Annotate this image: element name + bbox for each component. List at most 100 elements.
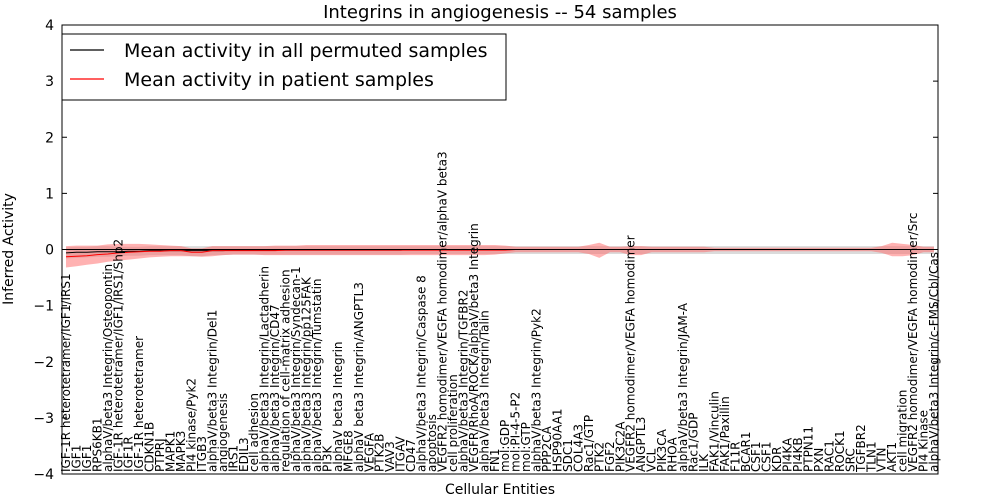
x-tick-label: alphaV beta3 Integrin/ANGPTL3 <box>352 282 366 472</box>
y-tick-label: 3 <box>45 74 54 90</box>
x-tick-label: FAK1/Vinculin <box>707 391 721 472</box>
x-tick-label: TGFBR2 <box>854 424 868 473</box>
x-tick-label: KDR <box>770 447 784 472</box>
x-tick-label: COL4A3 <box>571 424 585 472</box>
x-tick-label: apoptosis <box>425 414 439 472</box>
x-tick-label: PI4KA <box>781 437 795 472</box>
x-tick-label: PI4KB <box>791 437 805 472</box>
x-tick-label: alphaV/beta3 Integrin/Tumstatin <box>310 278 324 472</box>
x-tick-label: cell adhesion <box>247 393 261 472</box>
x-tick-label: VEGFR/RhoA/ROCK/alphaV/beta3 Integrin <box>467 223 481 472</box>
x-tick-labels: IGF-1R heterotetramer/IGF1/IRS1IGF1IGF1R… <box>59 151 941 473</box>
x-tick-label: AKT1 <box>885 442 899 472</box>
x-tick-label: VTN <box>875 447 889 472</box>
x-tick-label: SDC1 <box>561 439 575 472</box>
x-tick-label: MFGE8 <box>341 430 355 472</box>
x-tick-label: IRS1 <box>226 445 240 472</box>
x-tick-label: SRC <box>843 448 857 472</box>
x-tick-label: alphaV/beta3 Integrin/Lactadherin <box>258 266 272 472</box>
x-tick-label: CSF1 <box>749 441 763 472</box>
x-tick-label: MAPK3 <box>174 431 188 472</box>
x-tick-label: alphaV beta3 Integrin <box>331 341 345 472</box>
x-tick-label: IGF1 <box>70 445 84 472</box>
x-tick-label: RHOA <box>666 436 680 472</box>
x-tick-label: F11R <box>728 441 742 472</box>
x-tick-label: VEGFR2 homodimer/VEGFA homodimer/Src <box>906 212 920 472</box>
y-axis: −4 −3 −2 −1 0 1 2 3 4 <box>33 18 938 483</box>
x-tick-label: PTPN11 <box>802 426 816 472</box>
x-tick-label: IGF-1R heterotetramer/IGF1/IRS1 <box>59 273 73 472</box>
x-tick-label: FN1 <box>488 449 502 473</box>
x-tick-label: CD47 <box>404 439 418 472</box>
x-tick-label: ITGAV <box>394 435 408 472</box>
x-tick-label: IGF1R <box>122 436 136 472</box>
x-tick-label: cell migration <box>896 390 910 472</box>
chart-title: Integrins in angiogenesis -- 54 samples <box>323 2 677 23</box>
x-tick-label: FGF2 <box>603 441 617 472</box>
x-tick-label: PIK3CA <box>655 428 669 472</box>
y-tick-label: −3 <box>33 411 54 427</box>
y-tick-label: 1 <box>45 186 54 202</box>
x-tick-label: PTK2 <box>592 442 606 472</box>
x-tick-label: ROCK1 <box>833 430 847 472</box>
x-tick-label: IGF-1R heterotetramer/IGF1/IRS1/Shp2 <box>111 239 125 472</box>
x-tick-label: alphaV/beta3 Integrin/Syndecan-1 <box>289 266 303 472</box>
x-tick-label: PTPRJ <box>153 438 167 472</box>
x-tick-label: alphaV/beta3 Integrin/Del1 <box>205 310 219 472</box>
x-tick-label: alphaV/beta3 Integrin/CD47 <box>268 304 282 472</box>
y-tick-label: −2 <box>33 355 54 371</box>
x-tick-label: RPS6KB1 <box>90 417 104 472</box>
x-tick-label: HSP90AA1 <box>551 408 565 472</box>
x-tick-label: VEGFR2 homodimer/VEGFA homodimer <box>624 235 638 472</box>
x-tick-label: mol:GTP <box>519 422 533 472</box>
x-tick-label: Rac1/GDP <box>687 413 701 472</box>
x-tick-label: PXN <box>812 448 826 472</box>
x-tick-label: PI4 kinase/Pyk2 <box>185 378 199 472</box>
x-tick-label: VEGFR2 homodimer/VEGFA homodimer/alphaV … <box>436 151 450 472</box>
x-tick-label: angiogenesis <box>216 393 230 472</box>
y-tick-label: 2 <box>45 130 54 146</box>
legend-label-permuted: Mean activity in all permuted samples <box>124 40 487 62</box>
x-tick-label: MAPK1 <box>164 431 178 472</box>
x-tick-label: alphaV/beta3 Integrin/Talin <box>477 310 491 472</box>
x-tick-label: cell proliferation <box>446 374 460 472</box>
x-tick-label: VCL <box>645 448 659 472</box>
y-tick-label: −4 <box>33 467 54 483</box>
x-tick-label: FAK1/Paxillin <box>718 396 732 472</box>
x-tick-label: EDIL3 <box>237 437 251 472</box>
x-tick-label: CSF1 <box>760 441 774 472</box>
x-tick-label: BCAR1 <box>739 431 753 472</box>
x-tick-label: IGF1 <box>80 445 94 472</box>
x-tick-label: ILK <box>697 453 711 472</box>
x-tick-label: alphaV/beta3 Integrin/Caspase 8 <box>415 275 429 472</box>
band-patient <box>66 242 934 268</box>
y-tick-label: 4 <box>45 18 54 34</box>
x-tick-label: mol:GDP <box>498 420 512 472</box>
x-tick-label: ANGPTL3 <box>634 417 648 472</box>
x-tick-label: TLN1 <box>864 441 878 473</box>
y-tick-label: −1 <box>33 299 54 315</box>
x-tick-label: RAC1 <box>822 440 836 472</box>
legend: Mean activity in all permuted samples Me… <box>61 33 507 101</box>
x-tick-label: VEGFA <box>362 432 376 472</box>
x-tick-label: ITGB3 <box>195 436 209 472</box>
x-tick-label: regulation of cell-matrix adhesion <box>279 269 293 472</box>
x-tick-label: PIK3C2A <box>613 421 627 472</box>
x-axis-label: Cellular Entities <box>445 482 555 498</box>
x-tick-label: IGF-1R heterotetramer <box>132 336 146 472</box>
y-tick-label: 0 <box>45 243 54 259</box>
y-axis-label: Inferred Activity <box>1 193 17 305</box>
legend-box <box>61 33 507 101</box>
x-tick-label: PI4 Kinase <box>917 410 931 472</box>
x-tick-label: alphaV/beta3 Integrin/Osteopontin <box>101 264 115 472</box>
x-tick-label: alphaV/beta3 Integrin/TGFBR2 <box>456 289 470 472</box>
x-tick-label: VAV3 <box>383 441 397 472</box>
x-tick-label: Rac1/GTP <box>582 415 596 472</box>
x-tick-label: alphaV/beta3 Integrin/pp125FAK <box>300 276 314 472</box>
x-tick-label: CDKN1B <box>143 422 157 472</box>
x-tick-label: PTK2B <box>373 434 387 472</box>
x-tick-label: alphaV/beta3 Integrin/JAM-A <box>676 302 690 472</box>
legend-label-patient: Mean activity in patient samples <box>124 69 434 91</box>
x-tick-label: PI3K <box>320 445 334 472</box>
